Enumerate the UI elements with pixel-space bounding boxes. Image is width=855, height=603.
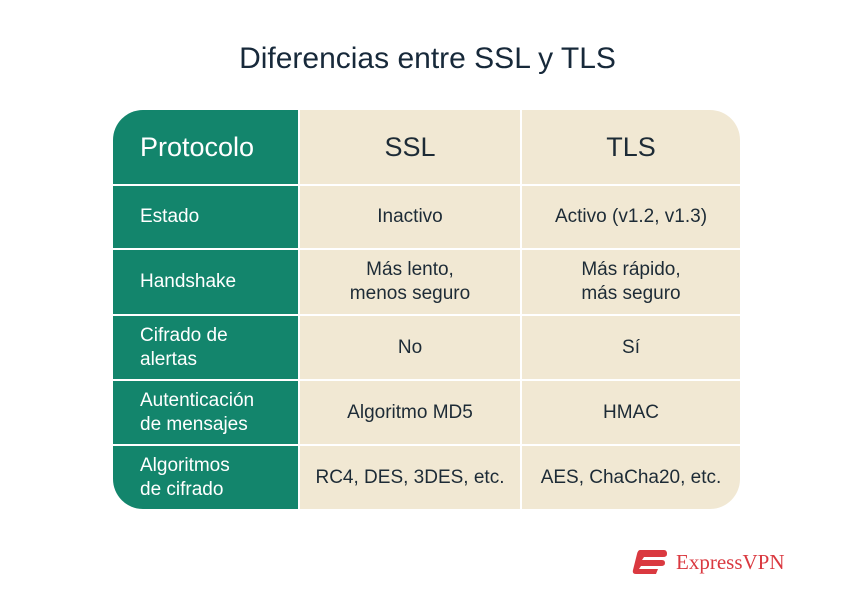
ssl-cell: Algoritmo MD5	[300, 381, 520, 444]
row-label: Handshake	[113, 250, 298, 314]
row-label: Cifrado de alertas	[113, 316, 298, 379]
ssl-cell: Inactivo	[300, 186, 520, 248]
ssl-cell: No	[300, 316, 520, 379]
comparison-table: Protocolo SSL TLS Estado Inactivo Activo…	[113, 110, 740, 509]
row-label: Autenticación de mensajes	[113, 381, 298, 444]
tls-cell: Activo (v1.2, v1.3)	[522, 186, 740, 248]
tls-cell: Sí	[522, 316, 740, 379]
ssl-cell: Más lento, menos seguro	[300, 250, 520, 314]
expressvpn-logo-icon	[632, 550, 667, 574]
row-label: Algoritmos de cifrado	[113, 446, 298, 509]
ssl-cell: RC4, DES, 3DES, etc.	[300, 446, 520, 509]
row-label: Estado	[113, 186, 298, 248]
tls-cell: Más rápido, más seguro	[522, 250, 740, 314]
expressvpn-logo: ExpressVPN	[632, 549, 785, 575]
tls-cell: AES, ChaCha20, etc.	[522, 446, 740, 509]
header-tls: TLS	[522, 110, 740, 184]
page-title: Diferencias entre SSL y TLS	[239, 42, 616, 75]
brand-name: ExpressVPN	[676, 549, 785, 574]
header-protocol: Protocolo	[113, 110, 298, 184]
tls-cell: HMAC	[522, 381, 740, 444]
header-ssl: SSL	[300, 110, 520, 184]
